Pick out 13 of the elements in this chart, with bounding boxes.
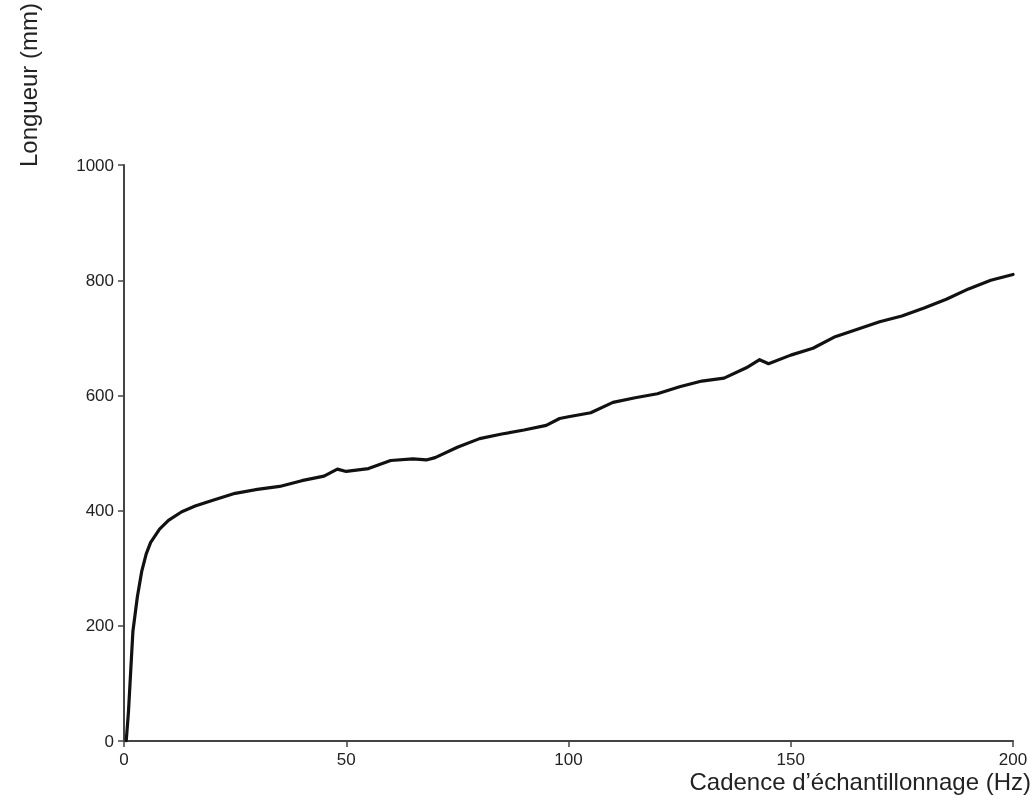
x-tick-label: 50 bbox=[336, 750, 356, 769]
y-tick-label: 600 bbox=[85, 385, 114, 405]
y-tick-label: 200 bbox=[85, 616, 114, 636]
x-tick-label: 150 bbox=[776, 750, 805, 769]
y-axis-title: Longueur (mm) bbox=[14, 3, 42, 168]
y-tick-label: 1000 bbox=[76, 155, 114, 175]
x-tick-label: 200 bbox=[998, 750, 1028, 769]
x-tick-label: 100 bbox=[554, 750, 583, 769]
x-axis-title: Cadence d’échantillonnage (Hz) bbox=[689, 767, 1031, 795]
x-tick-label: 0 bbox=[119, 750, 129, 769]
y-tick-label: 800 bbox=[85, 270, 114, 290]
y-tick-label: 400 bbox=[85, 501, 114, 521]
y-tick-label: 0 bbox=[104, 731, 114, 751]
